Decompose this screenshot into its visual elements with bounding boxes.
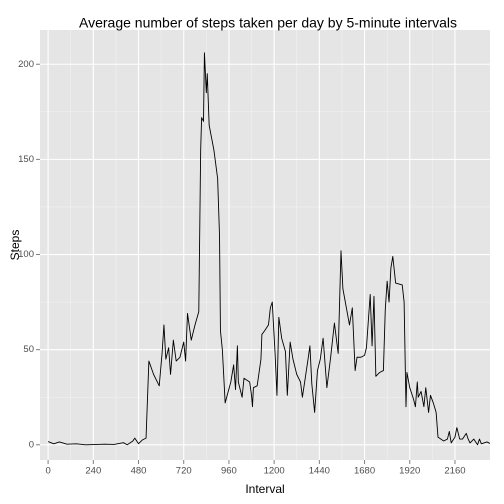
chart-title: Average number of steps taken per day by… — [79, 15, 457, 31]
x-axis-label: Interval — [245, 482, 284, 496]
x-tick-label: 240 — [85, 466, 101, 477]
marks — [47, 52, 491, 446]
x-tick-label: 720 — [176, 466, 192, 477]
plot-panel — [40, 30, 490, 460]
labels: 0 50 100 150 200 0 240 480 720 960 1200 1440 1680 192… — [18, 59, 465, 477]
y-tick-label: 100 — [18, 249, 34, 260]
x-tick-label: 0 — [45, 466, 50, 477]
y-tick-label: 150 — [18, 154, 34, 165]
y-axis-label: Steps — [8, 230, 22, 261]
x-tick-label: 480 — [131, 466, 147, 477]
y-tick-label: 50 — [23, 344, 34, 355]
x-tick-label: 2160 — [444, 466, 465, 477]
y-tick-label: 200 — [18, 59, 34, 70]
grid — [40, 30, 490, 460]
x-tick-label: 960 — [221, 466, 237, 477]
x-tick-label: 1680 — [354, 466, 375, 477]
x-tick-label: 1200 — [264, 466, 285, 477]
y-tick-label: 0 — [29, 439, 34, 450]
line-series — [47, 52, 491, 446]
x-tick-label: 1920 — [399, 466, 420, 477]
x-tick-label: 1440 — [309, 466, 330, 477]
